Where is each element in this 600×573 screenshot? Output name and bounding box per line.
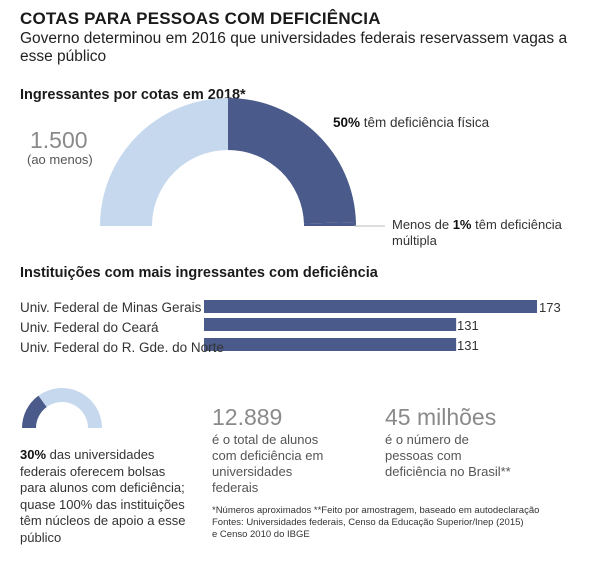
- footnote-line-2: Fontes: Universidades federais, Censo da…: [212, 517, 524, 528]
- ingressantes-donut-slice-2: [303, 221, 356, 226]
- multiple-disability-annotation: Menos de 1% têm deficiência múltipla: [392, 217, 572, 249]
- physical-pct: 50%: [333, 115, 361, 130]
- physical-text: têm deficiência física: [360, 115, 490, 130]
- bar-value-ufmg: 173: [539, 300, 561, 315]
- pessoas-total-text: é o número de pessoas com deficiência no…: [385, 432, 511, 479]
- bolsas-annotation: 30% das universidades federais oferecem …: [20, 447, 190, 546]
- alunos-total-text: é o total de alunos com deficiência em u…: [212, 432, 324, 495]
- ingressantes-section-title: Ingressantes por cotas em 2018*: [20, 87, 246, 103]
- bar-value-ufrn: 131: [457, 338, 479, 353]
- bar-label-ufrn: Univ. Federal do R. Gde. do Norte: [20, 340, 224, 355]
- bolsas-pct: 30%: [20, 447, 47, 462]
- page-title: COTAS PARA PESSOAS COM DEFICIÊNCIA: [20, 9, 381, 28]
- page-subtitle: Governo determinou em 2016 que universid…: [20, 30, 568, 65]
- multiple-prefix: Menos de: [392, 217, 453, 232]
- bar-value-ufc: 131: [457, 318, 479, 333]
- ingressantes-total-value: 1.500: [30, 127, 88, 153]
- bar-2: [204, 338, 457, 351]
- bar-1: [204, 318, 457, 331]
- multiple-pct: 1%: [452, 217, 472, 232]
- footnote: *Números aproximados **Feito por amostra…: [212, 505, 582, 541]
- multiple-text: têm deficiência múltipla: [392, 217, 562, 248]
- bar-label-ufc: Univ. Federal do Ceará: [20, 320, 159, 335]
- instituicoes-section-title: Instituições com mais ingressantes com d…: [20, 265, 378, 281]
- bolsas-donut-slice-1: [38, 388, 102, 428]
- ingressantes-donut-slice-0: [100, 98, 228, 226]
- bolsas-text: das universidades federais oferecem bols…: [20, 447, 186, 545]
- footnote-line-3: e Censo 2010 do IBGE: [212, 529, 310, 540]
- ingressantes-total-note: (ao menos): [27, 152, 93, 167]
- bar-0: [204, 300, 537, 313]
- alunos-total-value: 12.889: [212, 404, 283, 430]
- pessoas-total-value: 45 milhões: [385, 404, 497, 430]
- physical-disability-annotation: 50% têm deficiência física: [333, 115, 489, 131]
- footnote-line-1: *Números aproximados **Feito por amostra…: [212, 505, 540, 516]
- bar-label-ufmg: Univ. Federal de Minas Gerais: [20, 300, 202, 315]
- ingressantes-donut-slice-1: [228, 98, 356, 224]
- bolsas-donut-slice-0: [22, 395, 47, 428]
